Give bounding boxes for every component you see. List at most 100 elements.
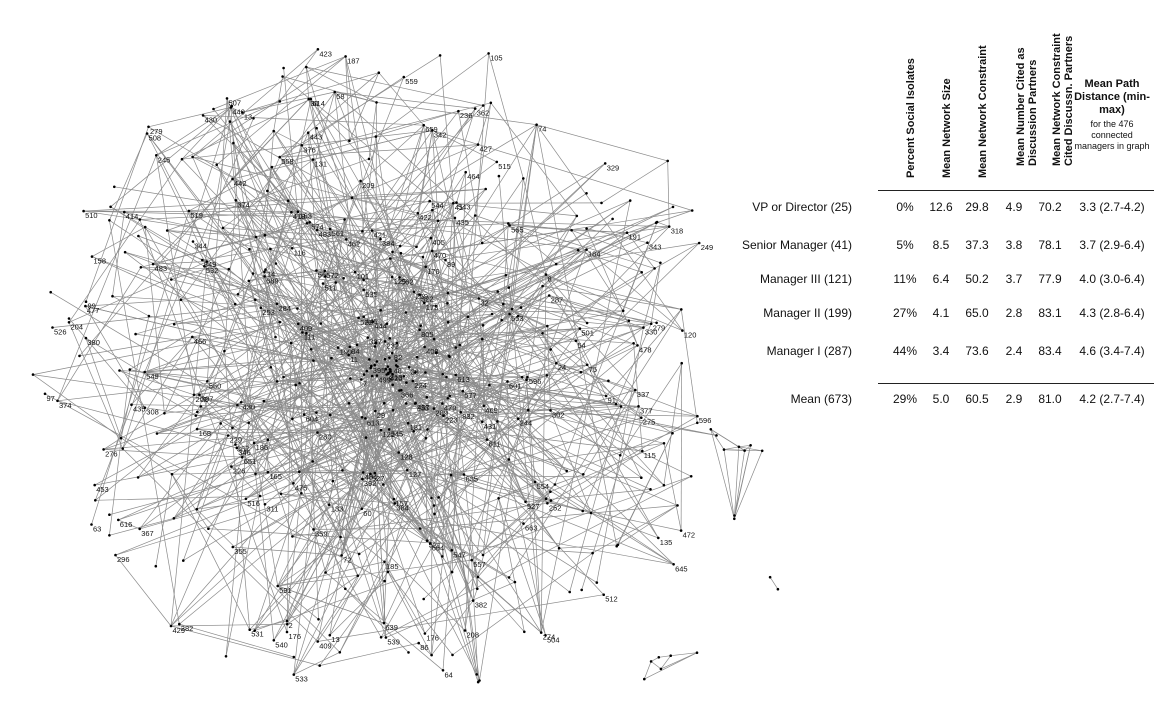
graph-node: [585, 248, 588, 251]
node-label: 32: [480, 299, 488, 308]
graph-edge: [477, 102, 492, 145]
graph-edge: [307, 72, 380, 133]
graph-edge: [299, 405, 484, 473]
graph-edge: [670, 652, 698, 657]
graph-edge: [156, 101, 280, 156]
graph-node: [239, 401, 243, 404]
graph-node: [541, 284, 544, 288]
node-label: 253: [262, 308, 275, 317]
node-label: 158: [94, 257, 107, 266]
graph-node: [389, 257, 392, 260]
table-cell: 2.4: [1005, 344, 1023, 358]
table-cell: 11%: [893, 272, 917, 286]
graph-node: [510, 307, 514, 311]
graph-node: [294, 383, 298, 387]
node-label: 367: [141, 529, 154, 538]
graph-node: [370, 229, 374, 232]
graph-node: [681, 329, 684, 332]
graph-node: [296, 307, 299, 310]
graph-edge: [583, 389, 636, 475]
graph-node: [373, 363, 377, 367]
graph-node: [360, 507, 364, 511]
table-cell: 29%: [892, 392, 918, 406]
node-label: 832: [462, 412, 475, 421]
graph-node: [309, 97, 313, 101]
table-row: Mean (673) 29% 5.0 60.5 2.9 81.0 4.2 (2.7-7.4): [730, 392, 1158, 410]
graph-edge: [345, 588, 444, 671]
graph-edge: [120, 332, 303, 439]
graph-edge: [334, 91, 476, 109]
table-row: VP or Director (25) 0% 12.6 29.8 4.9 70.2 3.3 …: [730, 200, 1158, 218]
graph-node: [290, 247, 294, 250]
graph-node: [470, 558, 474, 562]
graph-edge: [283, 294, 420, 378]
node-label: 97: [47, 394, 55, 403]
node-label: 614: [312, 99, 325, 108]
node-label: 91: [608, 396, 616, 405]
node-label: 24: [558, 363, 566, 372]
graph-node: [145, 132, 149, 135]
graph-node: [628, 199, 632, 202]
graph-edge: [310, 317, 359, 350]
graph-edge: [335, 230, 373, 283]
node-label: 330: [645, 328, 658, 337]
graph-node: [292, 655, 296, 659]
graph-node: [616, 543, 620, 547]
graph-node: [481, 104, 485, 107]
graph-edge: [447, 398, 483, 423]
graph-node: [362, 278, 365, 282]
graph-node: [600, 201, 603, 205]
node-label: 89: [447, 260, 455, 269]
graph-edge: [617, 433, 673, 545]
graph-edge: [307, 132, 547, 499]
graph-node: [430, 249, 434, 253]
graph-node: [414, 371, 417, 374]
graph-edge: [188, 210, 359, 576]
graph-node: [324, 571, 327, 574]
graph-edge: [371, 209, 433, 231]
node-label: 557: [473, 560, 486, 569]
graph-edge: [526, 379, 542, 633]
graph-node: [321, 282, 325, 285]
graph-node: [203, 264, 206, 268]
graph-edge: [559, 544, 618, 549]
graph-node: [671, 205, 675, 209]
graph-edge: [301, 145, 437, 354]
graph-edge: [279, 55, 441, 158]
graph-edge: [302, 325, 421, 333]
graph-node: [553, 483, 557, 486]
graph-edge: [345, 56, 350, 141]
graph-node: [533, 480, 537, 484]
graph-edge: [103, 437, 122, 450]
graph-edge: [733, 446, 740, 519]
node-label: 475: [295, 483, 308, 492]
graph-node: [180, 157, 184, 161]
graph-node: [453, 216, 457, 220]
graph-edge: [420, 505, 678, 529]
graph-edge: [426, 303, 504, 541]
graph-edge: [216, 164, 271, 250]
graph-edge: [156, 105, 232, 156]
graph-edge: [283, 376, 465, 475]
graph-node: [637, 405, 640, 408]
graph-node: [636, 344, 639, 347]
node-label: 302: [552, 410, 565, 419]
graph-node: [90, 255, 94, 258]
graph-node: [379, 636, 383, 639]
graph-edge: [372, 321, 385, 404]
graph-node: [646, 241, 649, 244]
table-cell: 2.9: [1005, 392, 1023, 406]
node-label: 337: [637, 390, 650, 399]
table-cell: 4.3 (2.8-6.4): [1079, 306, 1145, 320]
graph-edge: [350, 371, 391, 379]
graph-edge: [264, 276, 375, 366]
node-label: 562: [401, 277, 414, 286]
graph-node: [382, 621, 386, 625]
node-label: 209: [362, 181, 375, 190]
row-label: Manager I (287): [766, 344, 852, 358]
graph-edge: [68, 318, 146, 408]
graph-node: [446, 397, 450, 400]
graph-node: [391, 250, 394, 254]
node-label: 176: [289, 632, 302, 641]
node-label: 223: [445, 416, 458, 425]
